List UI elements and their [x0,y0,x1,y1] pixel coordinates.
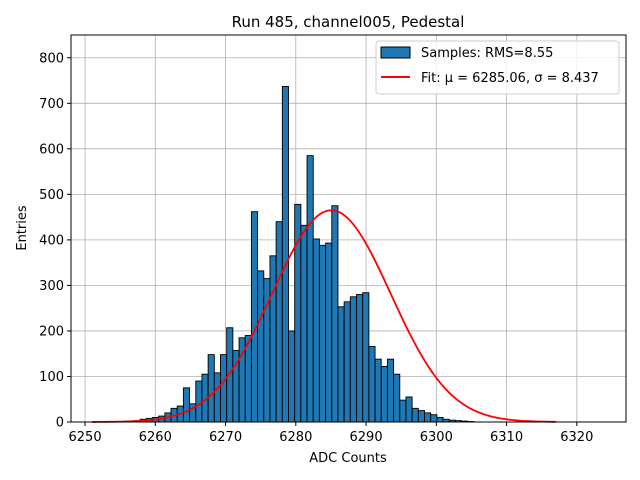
legend-swatch-samples [380,46,411,59]
plot-frame [70,34,627,423]
histogram-bar [399,399,407,423]
fit-curve [92,209,556,423]
fit-curve-group [92,209,556,423]
x-axis-label: ADC Counts [309,451,387,466]
histogram-bar [250,211,259,423]
x-tick-label: 6310 [490,430,523,445]
x-tick-label: 6290 [350,430,383,445]
histogram-bar [343,301,351,423]
x-tick-label: 6320 [560,430,593,445]
legend: Samples: RMS=8.55 Fit: μ = 6285.06, σ = … [375,40,620,95]
y-tick-label: 200 [39,324,64,339]
legend-label-samples: Samples: RMS=8.55 [421,46,553,61]
y-tick-label: 400 [39,233,64,248]
legend-box [375,40,620,95]
y-tick-label: 300 [39,279,64,294]
histogram-bar [300,224,308,423]
histogram-bar [424,412,432,423]
histogram-bar [312,238,320,423]
histogram-bar [368,345,376,423]
y-tick-label: 100 [39,370,64,385]
y-axis-ticks: 0 100 200 300 400 500 600 700 800 [39,51,71,431]
histogram-bar [405,396,413,423]
histogram-bar [288,330,296,423]
histogram-bar [411,407,419,423]
x-tick-label: 6300 [420,430,453,445]
histogram-bar [380,366,388,423]
grid-lines [71,35,626,423]
x-tick-label: 6270 [209,430,242,445]
histogram-bar [374,358,382,423]
histogram-bar [182,387,191,423]
histogram-bar [325,242,333,423]
histogram-bar [337,306,345,423]
histogram-bar [349,296,357,423]
histogram-bar [281,85,289,423]
histogram-bar [220,354,228,423]
histogram-bar [207,354,215,423]
x-axis-ticks: 6250 6260 6270 6280 6290 6300 6310 6320 [69,422,593,445]
chart-title: Run 485, channel005, Pedestal [232,13,465,31]
y-tick-label: 500 [39,188,64,203]
y-tick-label: 700 [39,97,64,112]
legend-label-fit: Fit: μ = 6285.06, σ = 8.437 [421,71,599,86]
histogram-bar [269,255,277,423]
histogram-bar [430,414,438,423]
histogram-bar [195,380,203,423]
x-tick-label: 6280 [279,430,312,445]
x-tick-label: 6260 [139,430,172,445]
histogram-bar [306,155,314,423]
histogram-bar [275,221,283,423]
histogram-bar [356,294,364,423]
histogram-bar [386,358,395,423]
histogram-bar [257,270,265,423]
histogram-bar [213,372,221,423]
histogram-bar [417,410,425,423]
y-tick-label: 0 [56,416,64,431]
histogram-bars [121,85,475,423]
histogram-bar [362,292,370,423]
x-tick-label: 6250 [69,430,102,445]
y-tick-label: 800 [39,51,64,66]
histogram-bar [318,244,327,423]
histogram-bar [436,416,444,423]
y-tick-label: 600 [39,142,64,157]
histogram-bar [331,205,339,423]
histogram-bar [393,373,401,423]
y-axis-label: Entries [15,205,30,251]
